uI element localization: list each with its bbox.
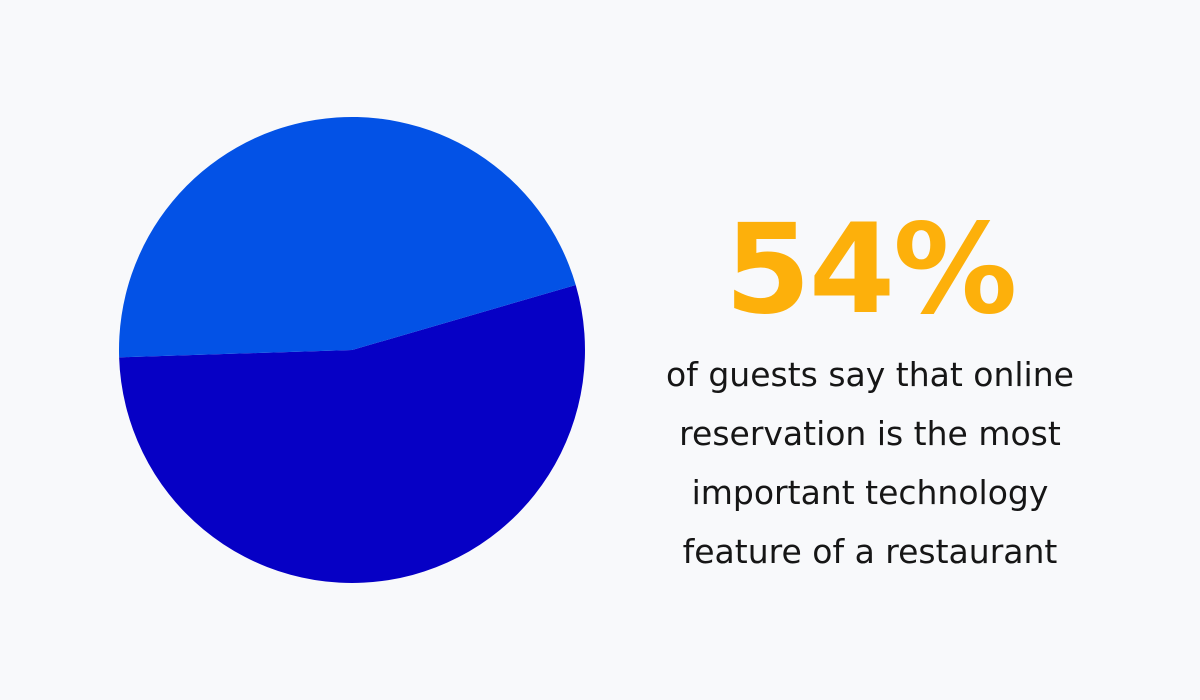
stat-caption: of guests say that online reservation is… (630, 345, 1110, 581)
caption-line-1: of guests say that online (666, 355, 1074, 394)
pie-slice-1 (119, 285, 585, 583)
caption-line-3: important technology (691, 473, 1049, 512)
caption-line-4: feature of a restaurant (682, 532, 1058, 571)
caption-line-2: reservation is the most (679, 414, 1061, 453)
stat-value: 54% (724, 198, 1018, 342)
stat-block: 54% of guests say that online reservatio… (630, 195, 1110, 581)
pie-slice-2 (118, 116, 576, 358)
